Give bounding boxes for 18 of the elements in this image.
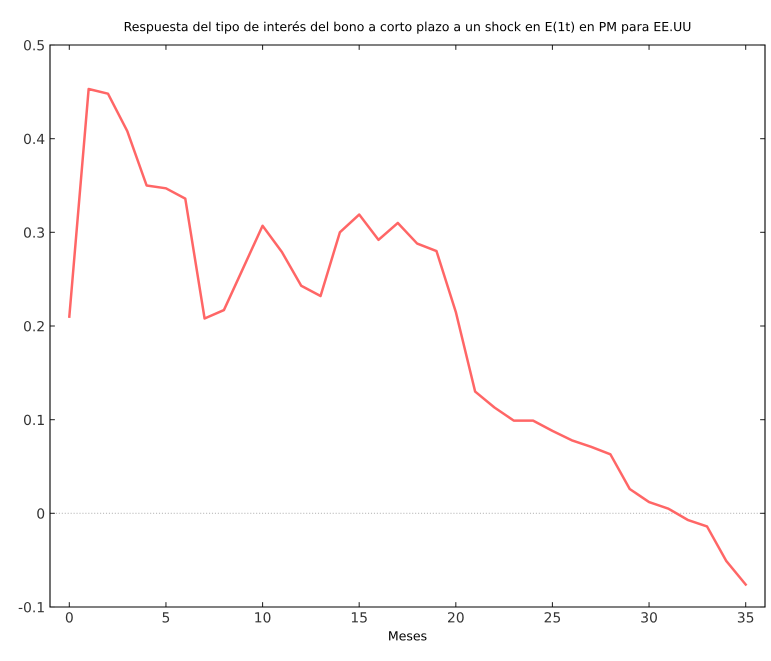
x-tick-label: 35 <box>738 612 754 623</box>
y-tick-label: 0.2 <box>24 320 44 332</box>
chart-title: Respuesta del tipo de interés del bono a corto plazo a un shock en E(1t) en PM para EE.UU <box>124 21 690 34</box>
y-tick-label: 0 <box>37 508 44 519</box>
y-tick-label: 0.5 <box>24 40 44 50</box>
y-tick-label: 0.1 <box>24 414 44 426</box>
x-tick-label: 10 <box>255 612 270 623</box>
x-tick-label: 30 <box>641 612 657 623</box>
y-tick-label: -0.1 <box>18 602 44 612</box>
y-tick-label: 0.4 <box>24 134 44 144</box>
x-tick-label: 5 <box>162 612 170 623</box>
line-series <box>68 88 747 586</box>
x-tick-label: 15 <box>352 612 367 623</box>
x-axis-title: Meses <box>389 631 426 641</box>
x-tick-label: 25 <box>544 612 560 623</box>
x-tick-label: 20 <box>448 612 464 623</box>
x-tick-label: 0 <box>66 612 73 623</box>
y-tick-label: 0.3 <box>24 227 44 238</box>
